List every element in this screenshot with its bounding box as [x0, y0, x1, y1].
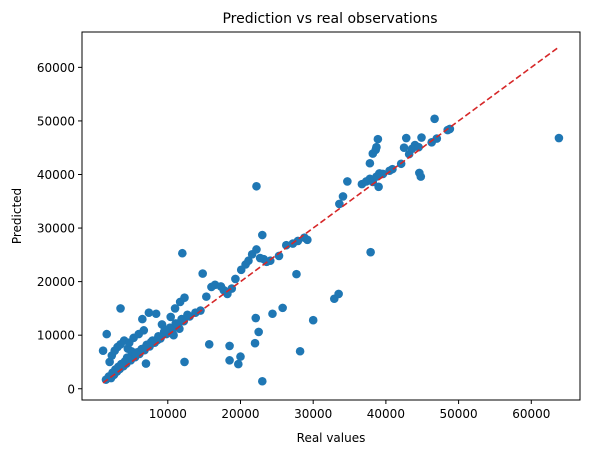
data-point: [373, 134, 383, 144]
data-point: [254, 327, 263, 337]
data-point: [430, 114, 439, 124]
x-tick-label: 60000: [512, 407, 550, 421]
data-point: [175, 324, 184, 334]
data-point: [138, 314, 147, 324]
y-tick-label: 60000: [37, 61, 75, 75]
reference-line-layer: [102, 46, 560, 384]
data-point: [372, 142, 381, 152]
data-point: [334, 289, 343, 299]
data-point: [183, 310, 192, 320]
data-point: [122, 353, 132, 362]
data-point: [225, 356, 234, 365]
data-point: [308, 315, 318, 325]
data-point: [198, 269, 207, 278]
data-point: [244, 256, 253, 266]
data-point: [251, 313, 261, 323]
data-point: [98, 346, 108, 356]
data-point: [401, 133, 411, 143]
x-axis-ticks: 10000 20000 30000 40000 50000 60000: [149, 400, 550, 421]
plot-frame: [81, 31, 581, 401]
reference-line: [102, 46, 560, 384]
data-point: [338, 192, 348, 201]
data-point: [258, 376, 267, 386]
data-point: [202, 292, 211, 301]
chart-title: Prediction vs real observations: [222, 11, 437, 27]
data-point: [144, 308, 154, 317]
data-point: [399, 143, 409, 152]
data-point: [417, 133, 426, 142]
data-point: [365, 158, 375, 168]
y-tick-label: 50000: [37, 114, 75, 128]
data-point: [180, 293, 189, 302]
data-point: [378, 169, 388, 179]
x-tick-label: 10000: [149, 407, 187, 421]
data-point: [151, 309, 161, 319]
data-point: [292, 269, 301, 279]
data-point: [335, 199, 344, 209]
data-point: [119, 361, 128, 371]
data-point: [374, 182, 383, 192]
data-point: [252, 245, 261, 254]
data-point: [274, 251, 284, 261]
data-point: [236, 352, 245, 361]
data-point: [303, 235, 312, 245]
data-point: [252, 181, 261, 191]
data-point: [416, 172, 426, 181]
points-layer: [98, 114, 564, 386]
data-point: [343, 177, 352, 186]
data-point: [445, 124, 455, 134]
y-tick-label: 0: [67, 382, 75, 396]
data-point: [250, 338, 260, 348]
data-point: [160, 325, 170, 335]
data-point: [178, 248, 187, 258]
y-tick-label: 20000: [37, 275, 75, 289]
y-tick-label: 10000: [37, 329, 75, 343]
data-point: [234, 359, 243, 369]
x-axis-label: Real values: [297, 431, 366, 445]
data-point: [225, 341, 234, 351]
data-point: [139, 326, 149, 335]
data-point: [432, 134, 442, 143]
data-point: [102, 329, 112, 339]
y-tick-label: 40000: [37, 168, 75, 182]
y-tick-label: 30000: [37, 222, 75, 236]
data-point: [131, 349, 141, 358]
data-point: [146, 337, 156, 347]
data-point: [141, 359, 151, 368]
data-point: [278, 303, 287, 313]
data-point: [295, 346, 305, 356]
data-point: [166, 312, 175, 322]
data-point: [153, 335, 162, 345]
data-point: [554, 133, 564, 143]
x-tick-label: 40000: [367, 407, 405, 421]
data-point: [180, 357, 189, 367]
y-axis-label: Predicted: [10, 188, 24, 244]
data-point: [414, 142, 423, 152]
y-axis-ticks: 0 10000 20000 30000 40000 50000 60000: [37, 61, 82, 396]
data-point: [366, 247, 375, 257]
data-point: [281, 240, 291, 250]
data-point: [258, 230, 267, 240]
data-point: [293, 236, 303, 246]
x-tick-label: 20000: [221, 407, 259, 421]
data-point: [204, 339, 214, 349]
data-point: [268, 309, 277, 319]
data-point: [170, 304, 180, 313]
x-tick-label: 50000: [439, 407, 477, 421]
data-point: [116, 304, 125, 313]
data-point: [231, 274, 240, 284]
x-tick-label: 30000: [294, 407, 332, 421]
